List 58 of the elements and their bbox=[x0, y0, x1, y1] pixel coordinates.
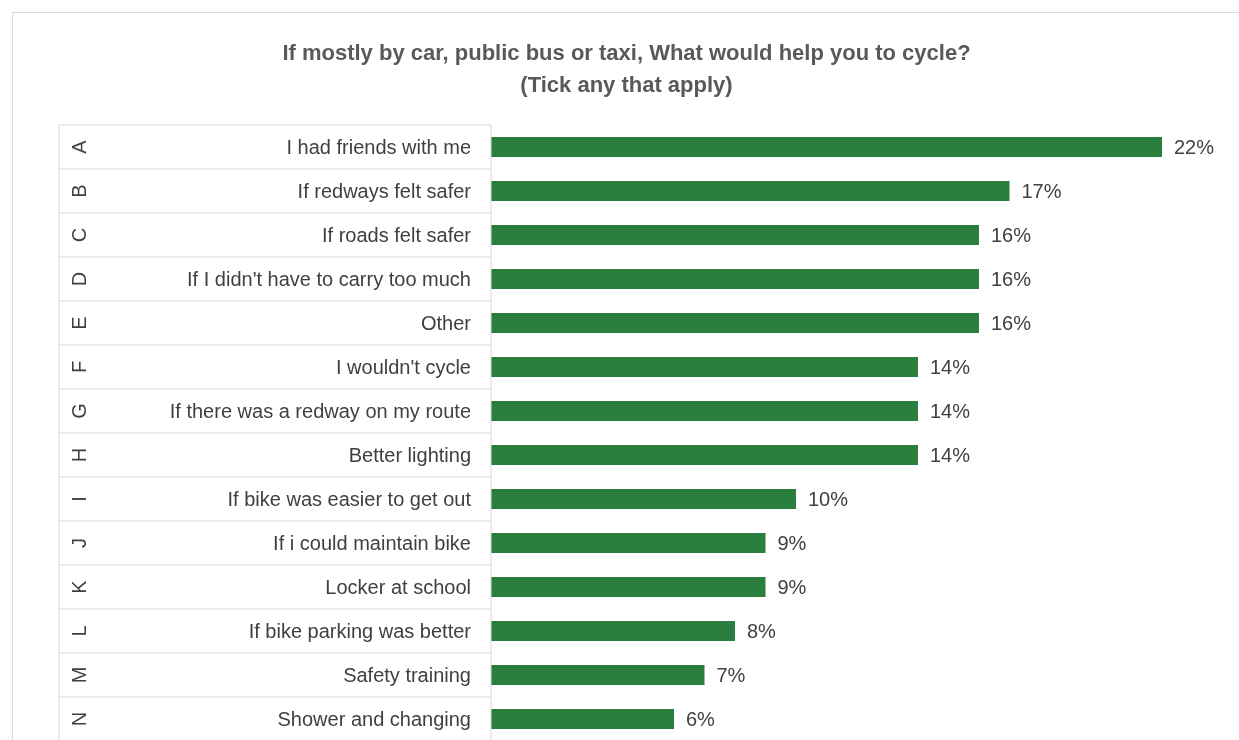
chart-subtitle: (Tick any that apply) bbox=[519, 71, 734, 99]
bar bbox=[491, 488, 796, 509]
data-label: 16% bbox=[991, 267, 1032, 290]
data-label: 6% bbox=[686, 707, 716, 730]
text: I bbox=[68, 496, 90, 502]
y-tick-label: Shower and changing bbox=[277, 708, 471, 730]
text: G bbox=[68, 403, 90, 419]
bar bbox=[491, 356, 918, 377]
y-tick-label: Safety training bbox=[343, 664, 471, 686]
data-label: 8% bbox=[747, 619, 777, 642]
bar bbox=[491, 664, 705, 685]
bar bbox=[491, 136, 1162, 157]
bar bbox=[491, 708, 674, 729]
y-tick-label: If bike parking was better bbox=[248, 620, 472, 642]
data-label: 14% bbox=[930, 399, 971, 422]
text: C bbox=[68, 227, 90, 243]
text: M bbox=[68, 666, 90, 684]
data-label: 9% bbox=[777, 531, 807, 554]
y-tick-label: I had friends with me bbox=[286, 136, 471, 158]
bar bbox=[491, 224, 979, 245]
data-label: 10% bbox=[808, 487, 849, 510]
y-tick-label: If bike was easier to get out bbox=[227, 488, 472, 510]
data-label: 17% bbox=[1021, 179, 1062, 202]
y-tick-label: Better lighting bbox=[348, 444, 471, 466]
data-label: 14% bbox=[930, 355, 971, 378]
data-label: 9% bbox=[777, 575, 807, 598]
bar bbox=[491, 444, 918, 465]
y-tick-label: If i could maintain bike bbox=[273, 532, 471, 554]
data-label: 22% bbox=[1174, 135, 1215, 158]
bar bbox=[491, 620, 735, 641]
data-label: 16% bbox=[991, 223, 1032, 246]
y-tick-label: If I didn't have to carry too much bbox=[187, 268, 471, 290]
y-tick-label: Other bbox=[420, 312, 472, 334]
chart-title: If mostly by car, public bus or taxi, What would help you to cycle? bbox=[281, 39, 972, 67]
bar bbox=[491, 576, 766, 597]
bar bbox=[491, 400, 918, 421]
data-label: 14% bbox=[930, 443, 971, 466]
text: K bbox=[68, 579, 90, 594]
text: D bbox=[68, 271, 90, 287]
text: N bbox=[68, 711, 90, 727]
data-label: 16% bbox=[991, 311, 1032, 334]
text: L bbox=[68, 625, 90, 637]
y-tick-label: Locker at school bbox=[325, 576, 471, 598]
bar bbox=[491, 532, 766, 553]
text: J bbox=[68, 538, 90, 548]
text: A bbox=[68, 139, 90, 154]
text: F bbox=[68, 360, 90, 374]
bar bbox=[491, 180, 1010, 201]
bar bbox=[491, 268, 979, 289]
y-tick-label: If there was a redway on my route bbox=[169, 400, 471, 422]
text: H bbox=[68, 447, 90, 463]
y-tick-label: I wouldn't cycle bbox=[336, 356, 471, 378]
text: E bbox=[68, 316, 90, 330]
y-tick-label: If roads felt safer bbox=[322, 224, 472, 246]
data-label: 7% bbox=[716, 663, 746, 686]
text: B bbox=[68, 184, 90, 198]
bar bbox=[491, 312, 979, 333]
y-tick-label: If redways felt safer bbox=[297, 180, 472, 202]
